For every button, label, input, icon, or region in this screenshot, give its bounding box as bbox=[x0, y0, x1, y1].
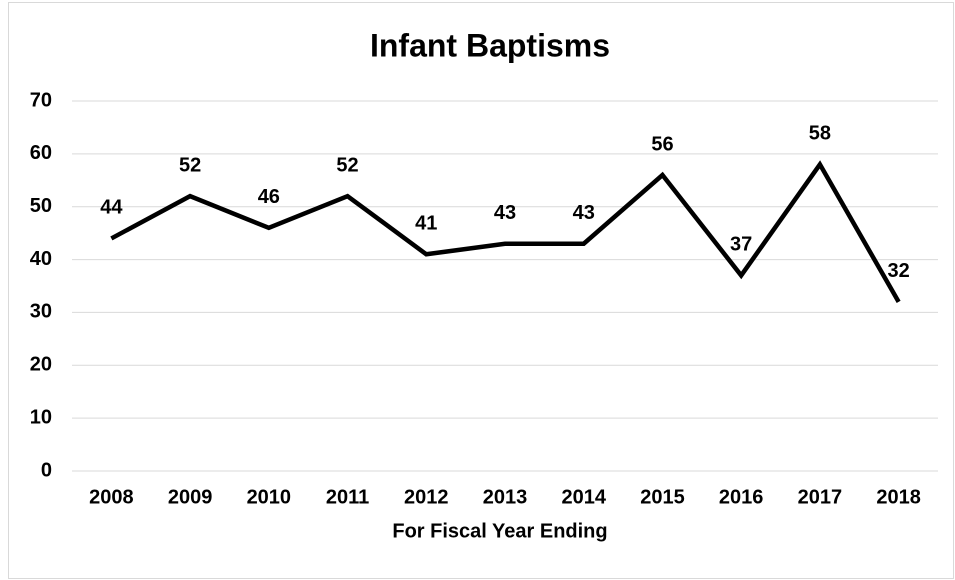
data-label: 56 bbox=[651, 133, 673, 155]
x-tick-label: 2014 bbox=[561, 486, 606, 508]
x-tick-label: 2016 bbox=[719, 486, 764, 508]
x-tick-label: 2015 bbox=[640, 486, 685, 508]
chart-title: Infant Baptisms bbox=[370, 27, 610, 63]
data-label: 32 bbox=[888, 260, 910, 282]
data-line bbox=[110, 160, 901, 303]
data-label: 44 bbox=[100, 197, 123, 219]
data-label: 58 bbox=[809, 123, 831, 145]
data-label: 52 bbox=[336, 154, 358, 176]
x-tick-label: 2013 bbox=[483, 486, 528, 508]
data-label: 43 bbox=[573, 202, 595, 224]
x-axis-label: For Fiscal Year Ending bbox=[392, 520, 607, 542]
y-tick-label: 0 bbox=[41, 459, 52, 481]
x-tick-label: 2010 bbox=[247, 486, 292, 508]
x-tick-label: 2012 bbox=[404, 486, 449, 508]
y-tick-label: 30 bbox=[30, 301, 52, 323]
y-tick-label: 70 bbox=[30, 89, 52, 111]
x-tick-label: 2018 bbox=[876, 486, 921, 508]
data-label: 43 bbox=[494, 202, 516, 224]
y-tick-label: 20 bbox=[30, 354, 52, 376]
y-tick-label: 60 bbox=[30, 142, 52, 164]
data-label: 52 bbox=[179, 154, 201, 176]
data-label: 46 bbox=[258, 186, 280, 208]
x-tick-label: 2009 bbox=[168, 486, 213, 508]
data-label: 37 bbox=[730, 234, 752, 256]
chart-frame bbox=[8, 2, 954, 579]
x-tick-label: 2011 bbox=[326, 486, 369, 508]
y-tick-label: 10 bbox=[30, 406, 52, 428]
x-tick-label: 2008 bbox=[89, 486, 134, 508]
data-label: 41 bbox=[415, 213, 437, 235]
y-tick-label: 50 bbox=[30, 195, 52, 217]
y-tick-label: 40 bbox=[30, 248, 52, 270]
x-tick-label: 2017 bbox=[798, 486, 843, 508]
